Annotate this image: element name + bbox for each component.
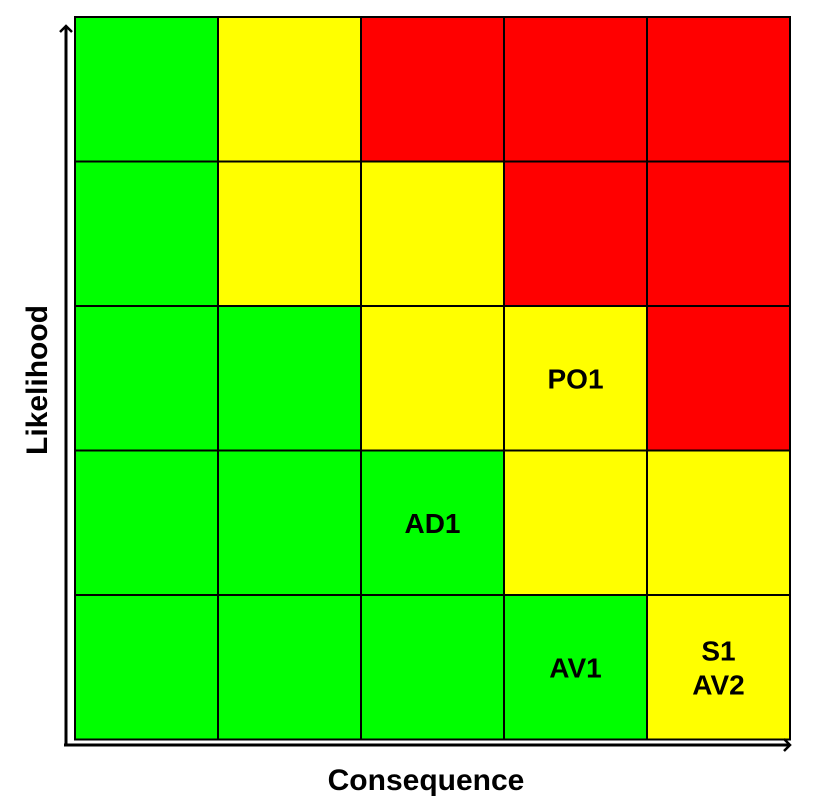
matrix-cell-high <box>646 305 791 452</box>
matrix-cell-medium <box>646 594 791 741</box>
matrix-cell-low <box>360 449 505 596</box>
matrix-cell-high <box>646 16 791 163</box>
matrix-cell-high <box>503 160 648 307</box>
matrix-cell-low <box>360 594 505 741</box>
matrix-cell-high <box>503 16 648 163</box>
matrix-cell-medium <box>217 16 362 163</box>
matrix-cell-low <box>217 449 362 596</box>
matrix-cell-medium <box>360 160 505 307</box>
x-axis-label: Consequence <box>328 764 525 797</box>
matrix-cell-high <box>360 16 505 163</box>
matrix-cell-medium <box>503 305 648 452</box>
matrix-cell-low <box>74 449 219 596</box>
matrix-cell-low <box>74 594 219 741</box>
matrix-cell-low <box>74 305 219 452</box>
risk-label: S1 <box>701 635 735 666</box>
risk-label: PO1 <box>547 363 603 394</box>
matrix-cell-low <box>503 594 648 741</box>
risk-label: AD1 <box>404 508 460 539</box>
matrix-cell-medium <box>360 305 505 452</box>
y-axis-label: Likelihood <box>21 305 54 455</box>
matrix-cell-medium <box>217 160 362 307</box>
matrix-cell-medium <box>646 449 791 596</box>
matrix-cell-high <box>646 160 791 307</box>
matrix-cell-medium <box>503 449 648 596</box>
matrix-cells <box>74 16 791 741</box>
matrix-cell-low <box>217 594 362 741</box>
matrix-cell-low <box>74 160 219 307</box>
risk-label: AV2 <box>692 669 744 700</box>
matrix-cell-low <box>74 16 219 163</box>
matrix-cell-low <box>217 305 362 452</box>
risk-label: AV1 <box>549 652 601 683</box>
